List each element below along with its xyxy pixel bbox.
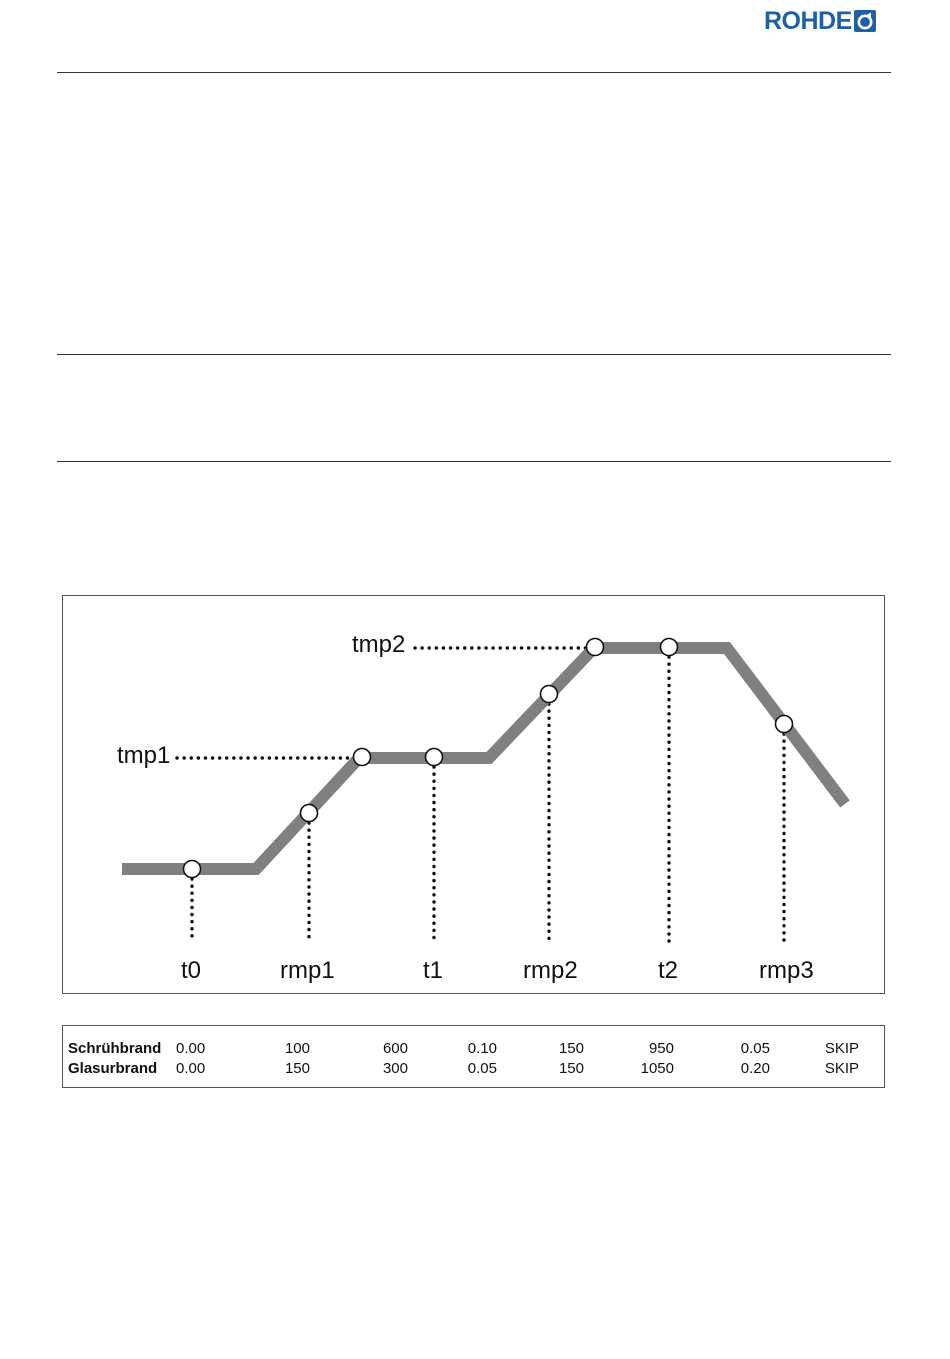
t2-value: 0.05 — [740, 1040, 770, 1057]
row-name: Schrühbrand — [68, 1040, 162, 1057]
rmp1-label: rmp1 — [280, 957, 335, 984]
firing-curve-line — [122, 642, 850, 875]
row-name: Glasurbrand — [68, 1060, 158, 1077]
rohde-logo: ROHDE — [764, 6, 876, 36]
header-divider — [57, 72, 891, 73]
rmp3-value: SKIP — [824, 1060, 859, 1077]
section-divider-bottom — [57, 461, 891, 462]
t2-marker — [659, 637, 679, 657]
t2-value: 0.20 — [740, 1060, 770, 1077]
t1-value: 0.05 — [467, 1060, 497, 1077]
t1-label: t1 — [423, 957, 444, 984]
tmp1-value: 600 — [382, 1040, 408, 1057]
rmp2-value: 150 — [558, 1060, 584, 1077]
rmp3-value: SKIP — [824, 1040, 859, 1057]
logo-text: ROHDE — [764, 6, 852, 35]
firing-curve-svg — [122, 637, 850, 944]
tmp2-value: 950 — [648, 1040, 674, 1057]
tmp2-label: tmp2 — [352, 631, 406, 658]
tmp2-marker — [585, 637, 605, 657]
tmp1-value: 300 — [382, 1060, 408, 1077]
rmp1-value: 100 — [284, 1040, 310, 1057]
t0-label: t0 — [181, 957, 202, 984]
rmp3-marker — [774, 714, 794, 734]
t1-value: 0.10 — [467, 1040, 497, 1057]
section-divider-top — [57, 354, 891, 355]
tmp1-label: tmp1 — [117, 742, 171, 769]
t2-label: t2 — [658, 957, 679, 984]
rmp3-label: rmp3 — [759, 957, 814, 984]
table-row: Glasurbrand 0.00 150 300 0.05 150 1050 0… — [63, 1059, 884, 1079]
program-parameter-table: Schrühbrand 0.00 100 600 0.10 150 950 0.… — [62, 1025, 885, 1088]
rohde-logo-mark-icon — [853, 10, 876, 32]
tmp1-marker — [352, 747, 372, 767]
table-row: Schrühbrand 0.00 100 600 0.10 150 950 0.… — [63, 1039, 884, 1059]
rmp2-label: rmp2 — [523, 957, 578, 984]
t1-marker — [424, 747, 444, 767]
rmp2-value: 150 — [558, 1040, 584, 1057]
t0-value: 0.00 — [176, 1060, 206, 1077]
rmp1-marker — [299, 803, 319, 823]
firing-curve-diagram: tmp1 tmp2 t0 rmp1 t1 rmp2 t2 rmp3 — [62, 595, 885, 994]
t0-marker — [182, 859, 202, 879]
rmp1-value: 150 — [284, 1060, 310, 1077]
t0-value: 0.00 — [176, 1040, 206, 1057]
tmp2-value: 1050 — [640, 1060, 674, 1077]
rmp2-marker — [539, 684, 559, 704]
